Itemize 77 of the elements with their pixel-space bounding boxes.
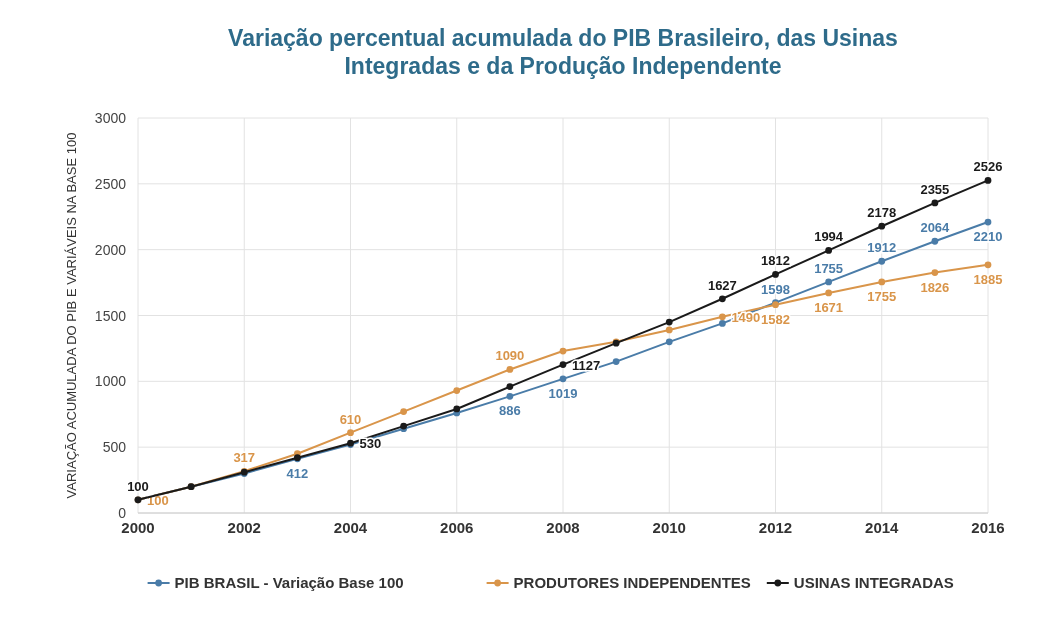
- point: [718, 295, 726, 303]
- data-label: 1812: [761, 253, 790, 269]
- point: [878, 222, 886, 230]
- legend-label: USINAS INTEGRADAS: [793, 574, 954, 591]
- point: [931, 269, 939, 276]
- y-tick-label: 2500: [94, 175, 127, 192]
- data-label: 1994: [814, 229, 844, 245]
- y-tick-label: 2000: [94, 241, 127, 258]
- data-label: 2178: [867, 205, 897, 221]
- data-label: 1598: [761, 281, 790, 297]
- point: [878, 278, 886, 286]
- x-tick-label: 2016: [971, 519, 1005, 536]
- legend-label: PRODUTORES INDEPENDENTES: [513, 574, 751, 591]
- point: [878, 257, 886, 265]
- x-tick-label: 2000: [121, 519, 155, 536]
- data-label: 100: [127, 478, 149, 494]
- data-label: 1755: [814, 260, 844, 276]
- data-label: 1755: [867, 288, 897, 304]
- data-label: 2355: [920, 181, 950, 197]
- y-tick-label: 1000: [94, 373, 127, 390]
- point: [559, 375, 567, 383]
- point: [931, 199, 939, 207]
- point: [665, 326, 673, 334]
- y-tick-label: 0: [118, 505, 127, 521]
- y-tick-label: 1500: [94, 307, 127, 324]
- data-label: 1019: [548, 385, 578, 401]
- point: [825, 278, 833, 286]
- point: [506, 383, 514, 390]
- point: [825, 289, 833, 297]
- x-tick-label: 2004: [333, 519, 368, 536]
- y-tick-label: 3000: [94, 110, 127, 126]
- point: [612, 358, 620, 365]
- point: [665, 318, 673, 326]
- point: [665, 338, 673, 346]
- x-tick-label: 2010: [652, 519, 686, 536]
- data-label: 2210: [973, 229, 1003, 245]
- point: [506, 366, 514, 373]
- point: [506, 392, 514, 400]
- point: [984, 218, 992, 226]
- x-tick-label: 2012: [758, 519, 793, 536]
- data-label: 1582: [761, 311, 790, 327]
- data-label: 2064: [920, 220, 951, 236]
- y-axis-title: VARIAÇÃO ACUMULADA DO PIB E VARIÁVEIS NA BASE 100: [64, 132, 79, 499]
- point: [559, 361, 567, 368]
- x-tick-label: 2002: [227, 519, 261, 536]
- y-tick-label: 500: [102, 439, 127, 456]
- data-label: 610: [339, 411, 362, 427]
- data-label: 530: [359, 436, 382, 452]
- x-tick-label: 2008: [546, 519, 580, 536]
- point: [984, 261, 992, 269]
- x-tick-label: 2014: [865, 519, 900, 536]
- data-label: 1671: [814, 299, 844, 315]
- point: [718, 313, 726, 321]
- data-label: 1127: [572, 357, 601, 373]
- point: [453, 387, 461, 394]
- point: [347, 429, 354, 437]
- data-label: 1090: [495, 348, 525, 364]
- data-label: 2526: [973, 159, 1003, 175]
- point: [772, 271, 779, 278]
- point: [559, 347, 567, 355]
- point: [984, 177, 992, 184]
- data-label: 1627: [707, 277, 737, 293]
- point: [825, 247, 833, 254]
- point: [931, 237, 939, 245]
- data-label: 317: [233, 450, 256, 466]
- data-label: 886: [499, 403, 521, 419]
- chart-title: Variação percentual acumulada do PIB Brasileiro, das Usinas Integradas e da Produção Independente: [228, 25, 898, 79]
- data-label: 1490: [731, 309, 761, 325]
- point: [718, 320, 726, 327]
- data-label: 1912: [867, 240, 897, 256]
- point: [453, 405, 461, 413]
- point: [400, 408, 408, 415]
- legend-label: PIB BRASIL - Variação Base 100: [174, 574, 404, 591]
- data-label: 1826: [920, 279, 950, 295]
- data-label: 412: [286, 465, 309, 481]
- x-tick-label: 2006: [440, 519, 474, 536]
- data-label: 1885: [973, 271, 1003, 287]
